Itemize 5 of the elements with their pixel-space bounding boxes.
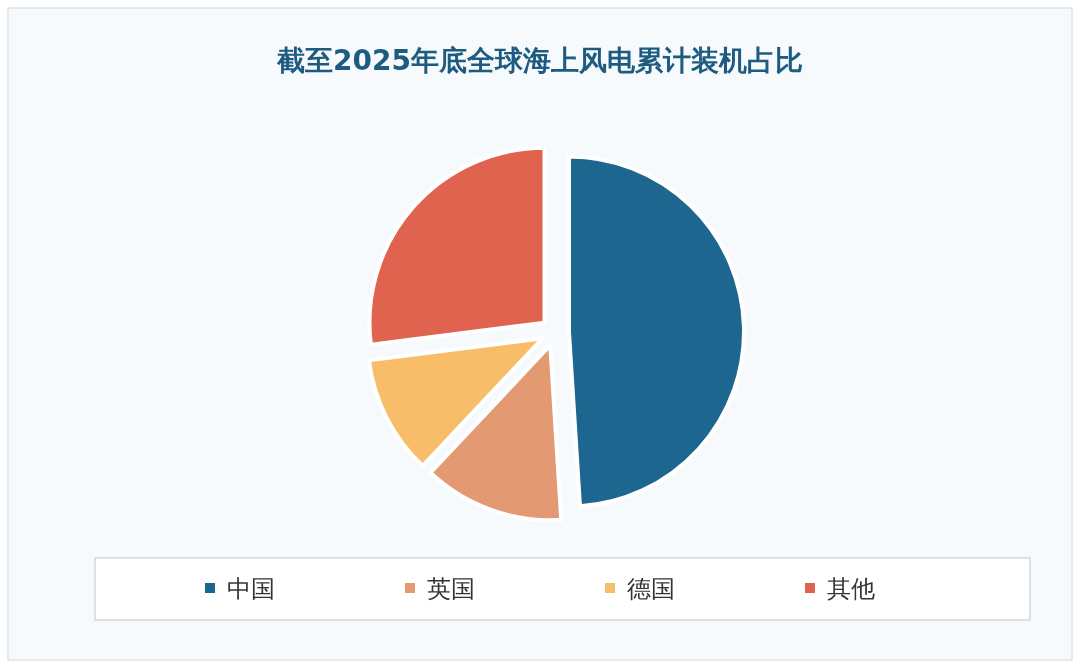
legend-label: 中国 xyxy=(227,575,275,603)
legend-label: 英国 xyxy=(427,575,475,603)
legend-label: 德国 xyxy=(627,575,675,603)
legend-label: 其他 xyxy=(827,575,875,603)
chart-title: 截至2025年底全球海上风电累计装机占比 xyxy=(276,44,803,77)
